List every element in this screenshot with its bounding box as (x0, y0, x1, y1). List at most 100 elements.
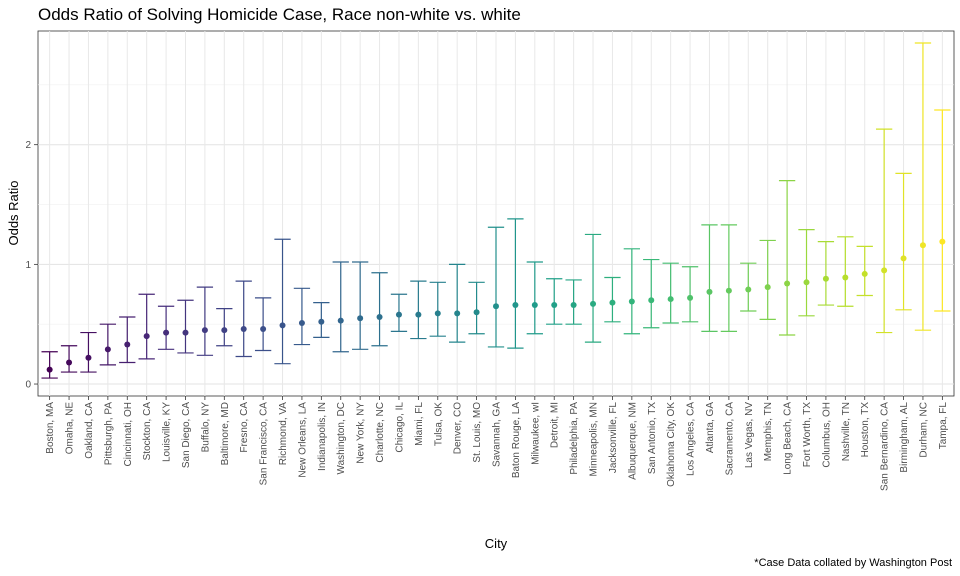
data-point (66, 359, 73, 366)
x-tick-label: Fort Worth, TX (802, 402, 813, 468)
x-tick-label: Atlanta, GA (705, 402, 716, 453)
data-point (822, 275, 829, 282)
data-point (376, 314, 383, 321)
data-point (85, 354, 92, 361)
y-tick-label: 2 (25, 140, 31, 151)
data-point (493, 303, 499, 310)
x-tick-label: San Francisco, CA (259, 402, 270, 486)
x-tick-label: San Antonio, TX (647, 402, 658, 474)
data-point (124, 341, 131, 348)
x-tick-label: Stockton, CA (142, 402, 153, 461)
x-axis-title: City (485, 536, 508, 551)
data-point (357, 315, 364, 322)
x-tick-label: Chicago, IL (394, 402, 405, 453)
data-point (337, 317, 344, 324)
data-point (745, 286, 752, 293)
x-tick-label: Birmingham, AL (899, 402, 910, 473)
data-point (939, 238, 946, 245)
x-tick-label: Buffalo, NY (200, 402, 211, 453)
x-tick-label: Omaha, NE (65, 402, 76, 455)
x-tick-label: San Bernardino, CA (880, 402, 891, 491)
x-tick-label: Baton Rouge, LA (511, 402, 522, 478)
x-tick-label: Oakland, CA (84, 402, 95, 459)
x-tick-label: Long Beach, CA (783, 402, 794, 475)
data-point (667, 296, 674, 303)
x-tick-label: Jacksonville, FL (608, 402, 619, 474)
data-point (434, 310, 441, 317)
y-tick-label: 0 (25, 380, 31, 391)
x-tick-label: Memphis, TN (763, 402, 774, 461)
x-tick-label: Fresno, CA (239, 402, 250, 453)
data-point (551, 302, 558, 309)
x-tick-label: Denver, CO (453, 402, 464, 454)
data-point (318, 318, 325, 325)
x-tick-label: Minneapolis, MN (589, 402, 600, 476)
x-tick-label: Cincinnati, OH (123, 402, 134, 466)
x-tick-label: Nashville, TN (841, 402, 852, 461)
x-tick-label: New York, NY (356, 402, 367, 464)
data-point (298, 320, 305, 326)
data-point (240, 325, 247, 332)
data-point (454, 310, 461, 317)
data-point (842, 274, 849, 281)
data-point (803, 279, 810, 286)
x-tick-label: Richmond, VA (278, 402, 289, 466)
data-point (900, 255, 907, 262)
caption: *Case Data collated by Washington Post (754, 557, 952, 569)
x-tick-label: Sacramento, CA (724, 402, 735, 476)
x-axis-ticks: Boston, MA Omaha, NE Oakland, CA Pittsburgh… (45, 396, 949, 491)
x-tick-label: San Diego, CA (181, 402, 192, 468)
data-point (395, 311, 402, 318)
data-point (687, 294, 694, 301)
data-point (609, 299, 616, 306)
data-point (590, 300, 597, 307)
data-point (531, 302, 538, 309)
x-tick-label: Washington, DC (336, 402, 347, 474)
data-point (725, 287, 732, 294)
x-tick-label: Baltimore, MD (220, 402, 231, 465)
data-point (201, 327, 208, 334)
data-marks (41, 42, 951, 379)
x-tick-label: Charlotte, NC (375, 402, 386, 463)
x-tick-label: Las Vegas, NV (744, 402, 755, 468)
x-tick-label: Louisville, KY (162, 402, 173, 462)
x-tick-label: Durham, NC (918, 402, 929, 458)
x-tick-label: New Orleans, LA (297, 402, 308, 478)
x-tick-label: Savannah, GA (492, 402, 503, 467)
data-point (104, 346, 111, 353)
x-tick-label: Milwaukee, wI (530, 402, 541, 465)
data-point (919, 242, 926, 249)
chart-title: Odds Ratio of Solving Homicide Case, Rac… (38, 5, 521, 24)
x-tick-label: Tulsa, OK (433, 402, 444, 446)
x-tick-label: Tampa, FL (938, 402, 949, 450)
y-tick-label: 1 (25, 260, 31, 271)
grid-lines (38, 31, 954, 396)
x-tick-label: Philadelphia, PA (569, 402, 580, 475)
x-tick-label: Pittsburgh, PA (103, 402, 114, 466)
data-point (279, 322, 286, 329)
data-point (706, 288, 713, 295)
data-point (764, 284, 771, 291)
data-point (473, 309, 480, 316)
data-point (163, 329, 170, 336)
data-point (784, 280, 791, 287)
x-tick-label: Houston, TX (860, 402, 871, 458)
data-point (628, 298, 635, 305)
data-point (570, 302, 577, 309)
x-tick-label: Detroit, MI (550, 402, 561, 448)
x-tick-label: Miami, FL (414, 402, 425, 446)
x-tick-label: Oklahoma City, OK (666, 402, 677, 487)
x-tick-label: Los Angeles, CA (686, 402, 697, 476)
x-tick-label: Columbus, OH (821, 402, 832, 468)
x-tick-label: Albuquerque, NM (627, 402, 638, 480)
data-point (861, 270, 868, 277)
data-point (221, 327, 228, 334)
data-point (512, 302, 519, 309)
data-point (415, 311, 422, 318)
data-point (648, 297, 655, 304)
y-axis-ticks: 0 1 2 (25, 140, 38, 391)
data-point (46, 366, 53, 373)
data-point (260, 325, 267, 332)
data-point (881, 267, 888, 274)
